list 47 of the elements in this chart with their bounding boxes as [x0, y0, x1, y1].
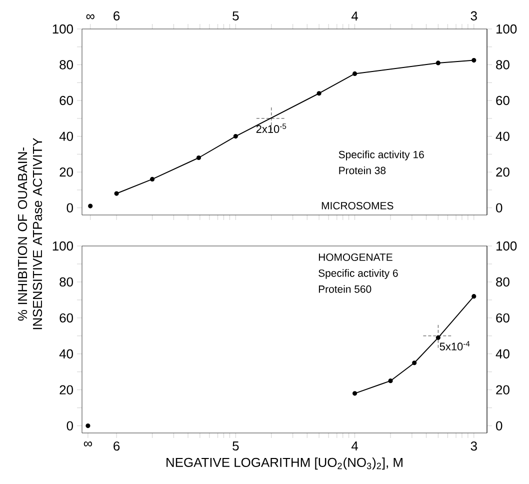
y-axis-title: % INHIBITION OF OUABAIN-INSENSITIVE ATPase ACTIVITY — [18, 138, 42, 330]
annotation: Specific activity 16 — [338, 150, 424, 160]
y-tick-label: 0 — [496, 421, 502, 430]
point — [196, 155, 202, 160]
point — [316, 91, 322, 96]
annotation: Specific activity 6 — [318, 269, 398, 279]
x-tick-label: 4 — [351, 441, 358, 450]
point — [352, 71, 358, 76]
annotation: Protein 38 — [339, 166, 386, 174]
point — [472, 58, 476, 63]
y-tick-label: 80 — [60, 60, 73, 70]
annotation: MICROSOMES — [322, 202, 394, 210]
y-tick-label: 20 — [60, 167, 73, 177]
annotation: HOMOGENATE — [318, 254, 392, 261]
y-tick-label: 20 — [496, 385, 510, 394]
x-tick-label: 6 — [114, 441, 120, 451]
x-tick-label: ∞ — [86, 14, 94, 20]
x-tick-label: 6 — [114, 11, 120, 20]
point — [88, 204, 93, 208]
point — [352, 391, 358, 396]
x-tick-label: 3 — [470, 441, 477, 451]
point — [412, 360, 417, 366]
annotation: 5x10$^{-4}$ — [440, 341, 470, 350]
x-tick-label: ∞ — [84, 441, 92, 446]
point — [114, 191, 119, 196]
point — [86, 424, 90, 428]
y-tick-label: 100 — [52, 24, 73, 34]
x-tick-label: 3 — [470, 11, 477, 20]
annotation: Protein 560 — [318, 285, 372, 293]
y-tick-label: 0 — [66, 203, 73, 212]
x-tick-label: 5 — [232, 441, 239, 451]
y-tick-label: 100 — [496, 241, 517, 251]
y-tick-label: 40 — [496, 349, 510, 358]
y-tick-label: 60 — [60, 96, 73, 106]
y-tick-label: 60 — [496, 313, 510, 322]
point — [472, 294, 476, 299]
annotation: 2x10$^{-5}$ — [256, 124, 286, 133]
y-tick-label: 80 — [496, 277, 510, 287]
x-tick-label: 5 — [232, 11, 239, 20]
point — [388, 378, 393, 384]
y-tick-label: 40 — [59, 132, 73, 141]
x-tick-label: 4 — [351, 12, 358, 20]
x-axis-title: NEGATIVE LOGARITHM [UO$_{2}$(NO$_{3}$)$_{2}$], M — [166, 457, 402, 470]
point — [436, 60, 440, 66]
point — [436, 335, 440, 340]
point — [233, 134, 238, 139]
point — [150, 176, 155, 182]
